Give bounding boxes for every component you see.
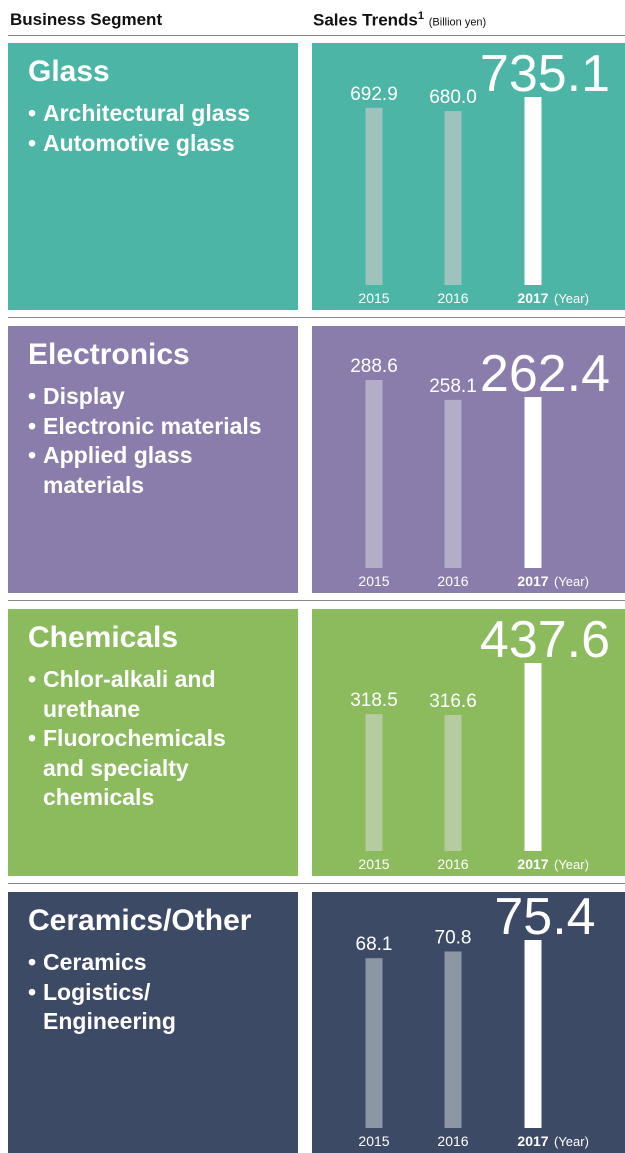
x-axis-label: (Year) [554, 857, 589, 872]
item-line: materials [43, 471, 145, 498]
item-line: Chlor-alkali and [43, 666, 216, 692]
segment-item: Automotive glass [28, 129, 250, 159]
value-label: 68.1 [356, 934, 393, 955]
footnote: 1 [417, 10, 425, 22]
item-line: Automotive glass [43, 129, 235, 156]
segment-item: Chlor-alkali and urethane [28, 665, 226, 724]
bar [524, 97, 542, 285]
x-tick-label: 2017 [517, 290, 548, 306]
item-line: Logistics/ [43, 978, 151, 1005]
x-tick-label: 2016 [437, 290, 468, 306]
sales-chart: 318.5 2015 316.6 2016 437.6 2017 (Year) [312, 609, 625, 876]
sales-title: Sales Trends [313, 10, 418, 30]
value-label: 316.6 [429, 691, 477, 712]
separator [8, 317, 625, 318]
segment-item: Fluorochemicals and specialty chemicals [28, 724, 226, 813]
header-rule [8, 35, 625, 36]
segment-panel: ElectronicsDisplayElectronic materialsAp… [8, 326, 298, 593]
separator [8, 600, 625, 601]
chart-background [312, 326, 625, 593]
segment-panel: ChemicalsChlor-alkali andurethaneFluoroc… [8, 609, 298, 876]
item-line: Engineering [43, 1008, 176, 1034]
bar [524, 940, 542, 1128]
bar [365, 380, 383, 568]
x-tick-label: 2017 [517, 856, 548, 872]
item-line: Ceramics [43, 949, 147, 975]
bar [444, 951, 462, 1128]
x-tick-label: 2015 [358, 856, 389, 872]
value-label: 735.1 [480, 45, 610, 103]
segment-items: DisplayElectronic materialsApplied glass… [28, 382, 262, 500]
chart-background [312, 892, 625, 1153]
bar [444, 111, 462, 285]
chart-background [312, 43, 625, 310]
item-line: urethane [43, 695, 141, 722]
value-label: 70.8 [435, 927, 472, 948]
separator [8, 883, 625, 884]
value-label: 75.4 [494, 892, 595, 946]
sales-chart: 288.6 2015 258.1 2016 262.4 2017 (Year) [312, 326, 625, 593]
x-axis-label: (Year) [554, 574, 589, 589]
segment-panel: Ceramics/Other Ceramics Logistics/Engineer… [8, 892, 298, 1153]
x-tick-label: 2017 [517, 573, 548, 589]
value-label: 692.9 [350, 84, 398, 105]
x-tick-label: 2015 [358, 573, 389, 589]
segment-panel: Glass Architectural glass Automotive glass [8, 43, 298, 310]
value-label: 262.4 [480, 345, 610, 403]
item-line: and specialty [43, 754, 189, 781]
item-line: Display [43, 383, 125, 409]
segment-name: Chemicals [28, 621, 179, 654]
segment-item: Logistics/Engineering [28, 978, 176, 1037]
value-label: 288.6 [350, 356, 398, 377]
segment-items: Architectural glass Automotive glass [28, 99, 250, 158]
bar [524, 397, 542, 568]
segment-name: Ceramics/Other [28, 904, 252, 937]
x-tick-label: 2015 [358, 1133, 389, 1149]
segment-header: Business Segment [10, 10, 163, 29]
bar [444, 714, 462, 851]
x-tick-label: 2016 [437, 573, 468, 589]
item-line: Electronic materials [43, 412, 262, 439]
x-tick-label: 2016 [437, 856, 468, 872]
sales-chart: 68.1 2015 70.8 2016 75.4 2017 (Year) [312, 892, 625, 1153]
x-axis-label: (Year) [554, 291, 589, 306]
item-line: Applied glass [43, 442, 193, 468]
bar [365, 958, 383, 1128]
segment-items: Chlor-alkali and urethane Fluorochemicals a… [28, 665, 226, 813]
segment-item: Display [28, 382, 262, 412]
x-tick-label: 2016 [437, 1133, 468, 1149]
sales-header: Sales Trends1 (Billion yen) [313, 10, 486, 31]
segment-items: Ceramics Logistics/Engineering [28, 948, 176, 1037]
sales-chart: 692.9 2015 680.0 2016 735.1 2017 (Year) [312, 43, 625, 310]
x-tick-label: 2017 [517, 1133, 548, 1149]
segment-name: Glass [28, 55, 110, 88]
value-label: 437.6 [480, 611, 610, 669]
item-line: chemicals [43, 784, 155, 810]
bar [365, 107, 383, 285]
item-line: Fluorochemicals [43, 725, 226, 751]
value-label: 318.5 [350, 690, 398, 711]
bar [365, 714, 383, 851]
segment-item: Architectural glass [28, 99, 250, 129]
bar [524, 663, 542, 851]
value-label: 258.1 [429, 376, 477, 397]
segment-item: Ceramics [28, 948, 176, 978]
chart-background [312, 609, 625, 876]
segment-name: Electronics [28, 338, 190, 371]
bar [444, 399, 462, 568]
x-tick-label: 2015 [358, 290, 389, 306]
value-label: 680.0 [429, 87, 477, 108]
unit: (Billion yen) [428, 16, 487, 29]
segment-item: Electronic materials [28, 412, 262, 442]
item-line: Architectural glass [43, 100, 251, 126]
x-axis-label: (Year) [554, 1134, 589, 1149]
segment-item: Applied glass materials [28, 441, 262, 500]
